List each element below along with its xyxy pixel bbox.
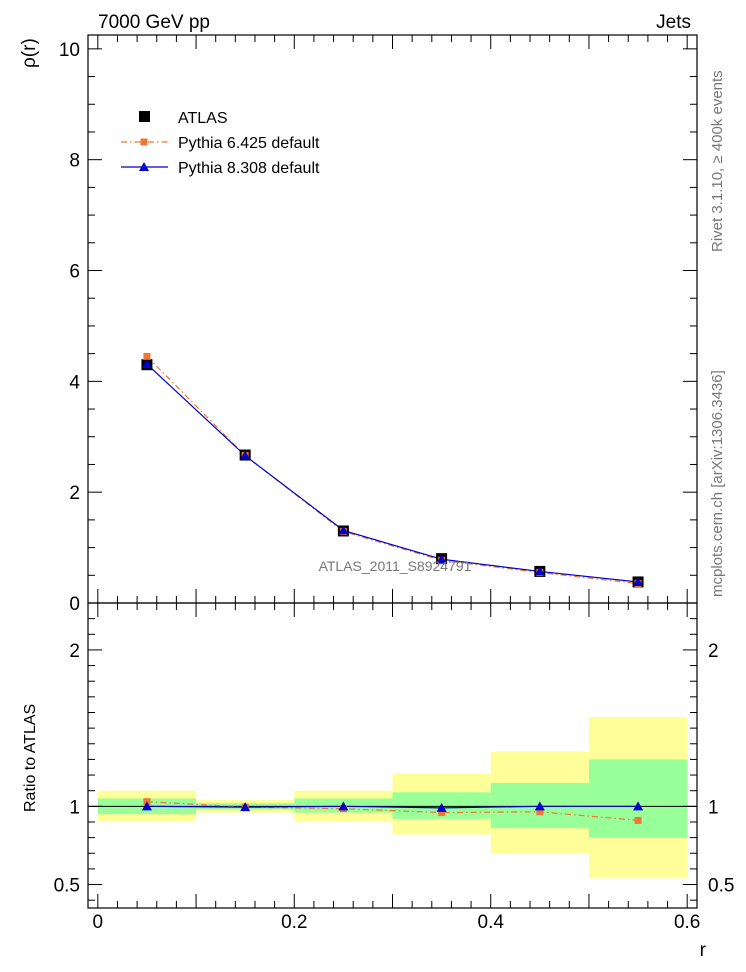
main-y-tick-label: 4 [69,372,80,393]
pythia8-point [534,566,545,576]
pythia8-point [240,450,251,460]
stat-band-inner [588,759,688,838]
analysis-watermark: ATLAS_2011_S8924791 [319,558,472,574]
main-y-axis-label: ρ(r) [19,38,40,68]
x-axis-label: r [700,940,707,961]
side-label-bottom: mcplots.cern.ch [arXiv:1306.3436] [709,370,726,597]
ratio-y-tick-label-right: 0.5 [708,876,734,897]
legend-marker-atlas [139,111,150,122]
main-series [141,352,644,588]
legend-label-pythia8: Pythia 8.308 default [178,160,320,177]
ratio-y-tick-label: 1 [69,797,80,818]
ratio-uncertainty-bands [97,717,688,879]
ratio-pythia8-point [436,802,447,812]
header-left: 7000 GeV pp [98,12,210,33]
pythia8-point [633,576,644,586]
ratio-pythia6-point [438,809,446,817]
legend-marker-pythia6 [140,138,148,146]
x-tick-label: 0.2 [281,912,307,933]
main-y-tick-label: 10 [59,40,80,61]
header-right: Jets [656,12,691,33]
main-y-tick-label: 0 [69,594,80,615]
pythia8-point [141,359,152,369]
ratio-pythia6-point [634,816,642,824]
x-tick-label: 0 [93,912,104,933]
side-label-top: Rivet 3.1.10, ≥ 400k events [709,70,726,252]
ratio-pythia8-point [534,801,545,811]
pythia6-line [146,355,639,585]
ratio-pythia6-line [146,801,639,822]
ratio-y-tick-label: 2 [69,641,80,662]
ratio-series [88,798,697,824]
ratio-pythia8-point [338,801,349,811]
main-y-tick-label: 8 [69,151,80,172]
ratio-panel: 0.5 0.5 1 1 2 2 0 0.2 0.4 0.6 Ratio to ATLAS r [22,602,734,961]
pythia8-point [338,525,349,535]
legend-label-atlas: ATLAS [178,110,228,127]
ratio-pythia8-point [240,802,251,812]
legend-item-pythia8: Pythia 8.308 default [121,160,320,177]
legend: ATLAS Pythia 6.425 default Pythia 8.308 … [121,110,320,177]
ratio-y-tick-label-right: 1 [708,797,719,818]
pythia8-line [146,363,639,583]
ratio-frame [87,602,698,909]
x-tick-label: 0.6 [674,912,700,933]
x-tick-label: 0.4 [478,912,505,933]
ratio-y-tick-label: 0.5 [54,876,80,897]
pythia6-point [143,352,151,360]
legend-item-atlas: ATLAS [139,110,228,127]
ratio-pythia8-line [146,805,639,809]
legend-marker-pythia8 [139,162,149,171]
main-axis-ticks: 0 2 4 6 8 10 [59,35,697,615]
ratio-pythia6-point [536,808,544,816]
ratio-pythia8-point [633,801,644,811]
ratio-y-axis-label: Ratio to ATLAS [22,704,39,812]
main-panel: 0 2 4 6 8 10 ATLAS_2011_S8924791 ρ(r) [19,34,698,615]
legend-label-pythia6: Pythia 6.425 default [178,135,320,152]
ratio-y-tick-label-right: 2 [708,641,719,662]
legend-item-pythia6: Pythia 6.425 default [121,135,320,152]
ratio-pythia8-point [141,801,152,811]
ratio-axis-ticks: 0.5 0.5 1 1 2 2 0 0.2 0.4 0.6 [54,603,734,933]
main-y-tick-label: 2 [69,483,80,504]
main-y-tick-label: 6 [69,262,80,283]
pythia8-point [436,554,447,564]
